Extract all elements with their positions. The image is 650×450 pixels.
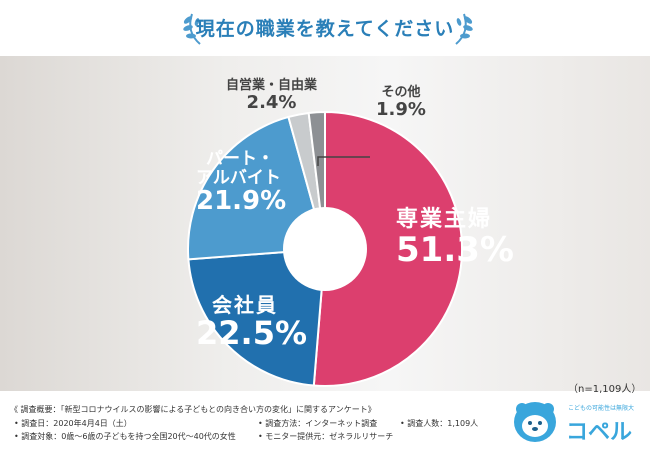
slice-2	[187, 115, 327, 261]
label-parttime-pct: 21.9%	[196, 186, 287, 217]
donut-hole	[283, 207, 367, 291]
other-leader-line	[317, 156, 370, 166]
label-selfemployed-name: 自営業・自由業	[226, 78, 318, 93]
sample-size: （n=1,109人）	[568, 384, 642, 395]
donut-chart	[187, 110, 463, 387]
label-parttime-name2: アルバイト	[196, 167, 281, 188]
label-housewife: 専業主婦 51.3%	[396, 207, 514, 271]
survey-overview: 《 調査概要：「新型コロナウイルスの影響による子どもとの向き合い方の変化」に関す…	[10, 405, 376, 414]
label-other-name: その他	[381, 85, 421, 100]
logo-name: コペル	[566, 420, 633, 445]
survey-provider: • モニター提供元：ゼネラルリサーチ	[258, 432, 394, 441]
label-housewife-name: 専業主婦	[396, 207, 493, 232]
survey-target: • 調査対象：0歳〜6歳の子どもを持つ全国20代〜40代の女性	[14, 432, 236, 441]
bear-logo-icon	[514, 402, 556, 442]
page-title: 現在の職業を教えてください	[195, 18, 455, 40]
label-selfemployed: 自営業・自由業 2.4%	[226, 78, 318, 114]
survey-date: • 調査日：2020年4月4日（土）	[14, 419, 132, 428]
logo-tagline: こどもの可能性は無限大	[568, 405, 635, 412]
label-other-pct: 1.9%	[376, 99, 426, 121]
survey-method: • 調査方法：インターネット調査	[258, 419, 378, 428]
label-employee-pct: 22.5%	[196, 314, 308, 352]
label-other: その他 1.9%	[376, 85, 426, 121]
label-housewife-pct: 51.3%	[396, 230, 514, 271]
laurel-right-icon	[455, 13, 473, 45]
label-employee-name: 会社員	[212, 293, 278, 317]
label-parttime: パート・ アルバイト 21.9%	[196, 150, 286, 216]
survey-count: • 調査人数：1,109人	[400, 419, 479, 428]
header: 現在の職業を教えてください	[0, 0, 650, 56]
slice-1	[187, 247, 327, 387]
label-selfemployed-pct: 2.4%	[246, 92, 297, 114]
laurel-left-icon	[183, 13, 201, 45]
label-employee: 会社員 22.5%	[196, 294, 307, 351]
slice-0	[312, 110, 463, 387]
label-parttime-name1: パート・	[206, 149, 274, 169]
